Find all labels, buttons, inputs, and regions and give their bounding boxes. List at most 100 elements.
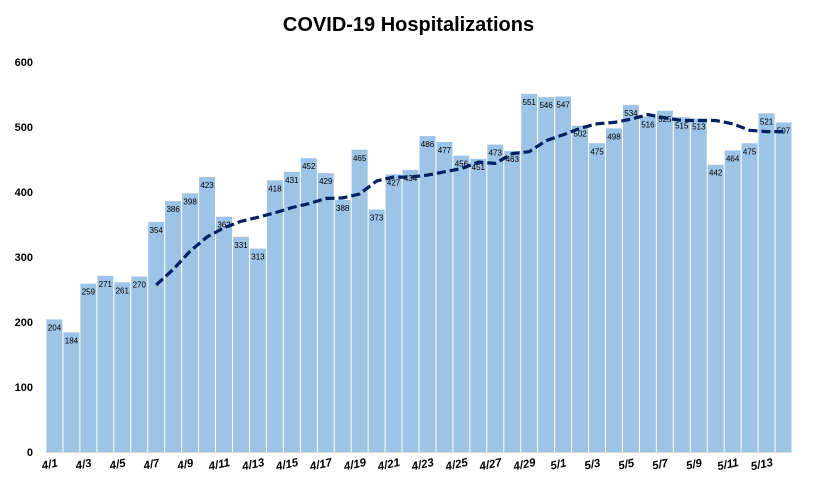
- bar-data-label: 270: [133, 281, 147, 290]
- bar-data-label: 354: [150, 226, 164, 235]
- bar: [622, 104, 639, 453]
- bar: [334, 199, 351, 452]
- bar-data-label: 516: [641, 121, 655, 130]
- bar: [690, 118, 707, 453]
- bar: [470, 158, 487, 452]
- x-tick-label: 4/25: [444, 457, 470, 474]
- bar: [758, 113, 775, 452]
- bar: [741, 143, 758, 452]
- bar: [724, 150, 741, 452]
- y-tick-label: 500: [15, 122, 33, 134]
- x-tick-label: 4/21: [376, 457, 401, 474]
- bar-data-label: 434: [404, 174, 418, 183]
- bar: [402, 169, 419, 452]
- y-tick-label: 200: [15, 317, 33, 329]
- bar: [504, 151, 521, 453]
- bar: [97, 275, 114, 452]
- bar: [300, 158, 317, 452]
- bar-data-label: 551: [523, 98, 537, 107]
- bar: [63, 332, 80, 452]
- bar: [555, 96, 572, 452]
- x-tick-label: 5/7: [651, 457, 670, 472]
- bar-data-label: 502: [573, 130, 587, 139]
- bar: [572, 125, 589, 452]
- bar-data-label: 418: [268, 184, 282, 193]
- x-tick-label: 4/23: [410, 457, 436, 474]
- bar: [182, 193, 199, 453]
- bar: [283, 171, 300, 452]
- bar-data-label: 534: [624, 109, 638, 118]
- x-tick-label: 4/15: [274, 457, 300, 474]
- bar-data-label: 261: [116, 286, 130, 295]
- bar: [317, 173, 334, 452]
- bar-data-label: 429: [319, 177, 333, 186]
- bar: [639, 116, 656, 452]
- bar: [148, 221, 165, 452]
- bar: [131, 276, 148, 452]
- bar: [775, 122, 792, 452]
- bar: [249, 248, 266, 452]
- bar: [606, 128, 622, 453]
- bar-data-label: 451: [472, 163, 486, 172]
- x-tick-label: 4/27: [477, 457, 503, 474]
- x-tick-label: 4/7: [142, 457, 162, 472]
- bar-data-label: 259: [82, 288, 96, 297]
- bar-data-label: 373: [370, 214, 384, 223]
- bar-data-label: 456: [455, 160, 469, 169]
- bar-data-label: 271: [99, 280, 113, 289]
- bar: [199, 177, 216, 453]
- bar-data-label: 515: [675, 121, 689, 130]
- x-tick-label: 4/19: [342, 457, 368, 474]
- bar: [368, 209, 385, 452]
- bar: [419, 136, 436, 452]
- x-tick-label: 5/13: [750, 457, 775, 474]
- bar-data-label: 477: [438, 146, 452, 155]
- bar-data-label: 547: [556, 100, 570, 109]
- bar-data-label: 204: [48, 323, 62, 332]
- bar-data-label: 465: [353, 154, 367, 163]
- y-tick-label: 100: [15, 382, 33, 394]
- bar: [114, 282, 131, 452]
- bar: [80, 283, 97, 452]
- bar-data-label: 464: [726, 154, 740, 163]
- trend-line: [155, 113, 784, 287]
- bar-data-label: 521: [760, 117, 774, 126]
- bar: [538, 97, 555, 452]
- bar-data-label: 184: [65, 336, 79, 345]
- bar: [589, 143, 605, 452]
- bar-data-label: 431: [285, 176, 299, 185]
- bar: [487, 144, 504, 453]
- bar: [266, 180, 283, 453]
- bar-data-label: 452: [302, 162, 316, 171]
- x-tick-label: 5/11: [716, 457, 740, 473]
- bar-data-label: 423: [200, 181, 214, 190]
- bar-data-label: 475: [743, 147, 757, 156]
- x-tick-label: 4/9: [175, 457, 195, 472]
- x-tick-label: 5/3: [583, 457, 602, 472]
- y-tick-label: 400: [15, 187, 33, 199]
- x-tick-label: 4/5: [108, 457, 128, 472]
- bar: [351, 149, 368, 452]
- bar: [165, 201, 182, 452]
- bar-data-label: 498: [607, 132, 621, 141]
- bar-data-label: 427: [387, 178, 401, 187]
- bar: [453, 155, 470, 452]
- bar-data-label: 486: [421, 140, 435, 149]
- y-tick-label: 0: [27, 447, 33, 459]
- x-tick-label: 5/9: [685, 457, 704, 472]
- bar-data-label: 463: [506, 155, 520, 164]
- bar-data-label: 513: [692, 123, 706, 132]
- x-tick-label: 4/17: [308, 457, 334, 474]
- bar: [436, 141, 453, 452]
- bar-data-label: 398: [183, 197, 197, 206]
- bar-data-label: 331: [234, 241, 248, 250]
- y-tick-label: 300: [15, 252, 33, 264]
- chart-title: COVID-19 Hospitalizations: [282, 14, 535, 36]
- x-tick-label: 4/13: [240, 457, 266, 474]
- bar: [521, 93, 538, 452]
- bar-data-label: 313: [251, 253, 265, 262]
- bar-data-label: 362: [217, 221, 231, 230]
- y-tick-label: 600: [15, 57, 33, 69]
- bar: [385, 174, 402, 452]
